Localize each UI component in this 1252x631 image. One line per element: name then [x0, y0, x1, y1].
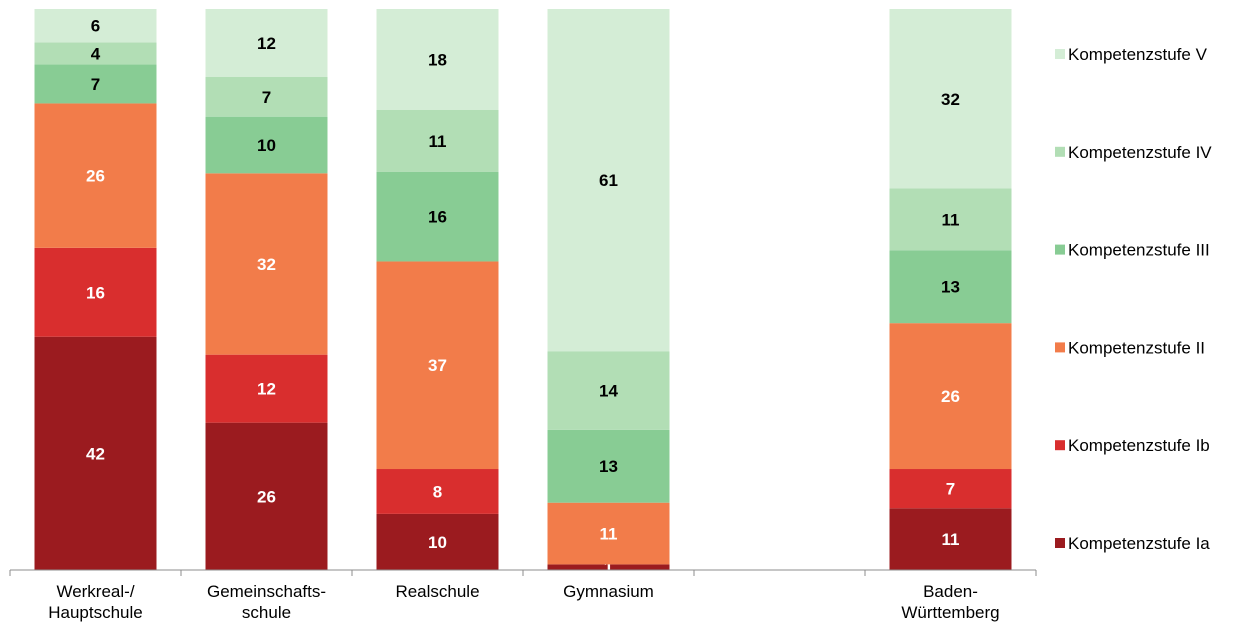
data-label: 11 [429, 132, 447, 151]
bar-segment-baden-w-rttemberg-kompetenzstufe-ib [889, 469, 1012, 509]
data-label: 10 [428, 533, 447, 552]
legend-swatch-kompetenzstufe-iv [1055, 146, 1065, 157]
data-label: 12 [257, 34, 276, 53]
data-label: 7 [91, 75, 100, 94]
data-label: 10 [257, 136, 276, 155]
bar-segment-gymnasium-kompetenzstufe-ii [547, 502, 670, 565]
bar-segment-realschule-kompetenzstufe-ia [376, 513, 499, 570]
x-tick-label: Hauptschule [48, 603, 143, 622]
legend: Kompetenzstufe V Kompetenzstufe IV Kompete… [1055, 45, 1212, 553]
bar-segment-gemeinschafts-schule-kompetenzstufe-iii [205, 116, 328, 174]
data-label: 16 [428, 208, 447, 227]
bar-segment-gymnasium-kompetenzstufe-iv [547, 351, 670, 430]
bars-layer: 4216267462612321071210837161118111131461… [34, 9, 1012, 577]
bar-segment-werkreal-hauptschule-kompetenzstufe-ii [34, 103, 157, 248]
legend-label-kompetenzstufe-ib: Kompetenzstufe Ib [1068, 436, 1210, 455]
x-tick-label: Realschule [395, 582, 479, 601]
legend-swatch-kompetenzstufe-ib [1055, 440, 1065, 451]
data-label: 7 [946, 480, 955, 499]
bar-segment-gemeinschafts-schule-kompetenzstufe-ib [205, 354, 328, 423]
data-label: 12 [257, 380, 276, 399]
data-label: 14 [599, 381, 618, 400]
legend-swatch-kompetenzstufe-v [1055, 49, 1065, 59]
data-label: 11 [942, 530, 960, 549]
bar-segment-werkreal-hauptschule-kompetenzstufe-v [34, 9, 157, 43]
bar-segment-baden-w-rttemberg-kompetenzstufe-ia [889, 508, 1012, 570]
data-label: 26 [257, 487, 276, 506]
bar-segment-werkreal-hauptschule-kompetenzstufe-ib [34, 247, 157, 337]
bar-segment-realschule-kompetenzstufe-ii [376, 261, 499, 470]
legend-label-kompetenzstufe-ii: Kompetenzstufe II [1068, 338, 1205, 357]
bar-segment-realschule-kompetenzstufe-v [376, 9, 499, 110]
bar-segment-gymnasium-kompetenzstufe-v [547, 9, 670, 352]
data-label: 37 [428, 356, 447, 375]
data-label: 13 [599, 457, 618, 476]
bar-segment-baden-w-rttemberg-kompetenzstufe-v [889, 9, 1012, 189]
data-label: 7 [262, 88, 271, 107]
x-tick-label: schule [242, 603, 291, 622]
legend-label-kompetenzstufe-iv: Kompetenzstufe IV [1068, 143, 1212, 162]
x-axis: Werkreal-/ Hauptschule Gemeinschafts-schul… [9, 569, 1037, 622]
x-tick-label: Gymnasium [563, 582, 654, 601]
data-label: 26 [941, 387, 960, 406]
bar-segment-werkreal-hauptschule-kompetenzstufe-iv [34, 42, 157, 65]
bar-segment-werkreal-hauptschule-kompetenzstufe-iii [34, 64, 157, 104]
data-label: 61 [599, 171, 618, 190]
data-label: 13 [941, 278, 960, 297]
legend-swatch-kompetenzstufe-ii [1055, 342, 1065, 353]
bar-segment-gymnasium-kompetenzstufe-iii [547, 429, 670, 503]
data-label: 6 [91, 17, 100, 36]
data-label: 32 [257, 255, 276, 274]
data-label: 11 [600, 525, 618, 544]
data-label: 11 [942, 210, 960, 229]
legend-label-kompetenzstufe-ia: Kompetenzstufe Ia [1068, 534, 1210, 553]
bar-segment-gemeinschafts-schule-kompetenzstufe-iv [205, 77, 328, 117]
bar-segment-realschule-kompetenzstufe-ib [376, 469, 499, 514]
bar-segment-gemeinschafts-schule-kompetenzstufe-ia [205, 422, 328, 570]
legend-label-kompetenzstufe-v: Kompetenzstufe V [1068, 45, 1208, 64]
bar-segment-baden-w-rttemberg-kompetenzstufe-ii [889, 323, 1012, 470]
x-tick-label: Werkreal-/ [56, 582, 134, 601]
data-label: 1 [604, 558, 613, 577]
x-tick-label: Baden- [923, 582, 978, 601]
bar-segment-realschule-kompetenzstufe-iii [376, 171, 499, 262]
legend-swatch-kompetenzstufe-ia [1055, 538, 1065, 548]
legend-label-kompetenzstufe-iii: Kompetenzstufe III [1068, 241, 1210, 260]
x-tick-label: Gemeinschafts- [207, 582, 326, 601]
data-label: 8 [433, 482, 442, 501]
bar-segment-gemeinschafts-schule-kompetenzstufe-ii [205, 173, 328, 355]
bar-segment-baden-w-rttemberg-kompetenzstufe-iv [889, 188, 1012, 251]
bar-segment-gemeinschafts-schule-kompetenzstufe-v [205, 9, 328, 77]
data-label: 42 [86, 444, 105, 463]
bar-segment-werkreal-hauptschule-kompetenzstufe-ia [34, 336, 157, 570]
x-tick-label: Württemberg [901, 603, 999, 622]
data-label: 16 [86, 283, 105, 302]
data-label: 4 [91, 44, 101, 63]
bar-segment-realschule-kompetenzstufe-iv [376, 109, 499, 172]
data-label: 26 [86, 167, 105, 186]
bar-segment-gymnasium-kompetenzstufe-ia [547, 564, 670, 570]
legend-swatch-kompetenzstufe-iii [1055, 244, 1065, 255]
bar-segment-baden-w-rttemberg-kompetenzstufe-iii [889, 250, 1012, 324]
data-label: 18 [428, 50, 447, 69]
data-label: 32 [941, 90, 960, 109]
